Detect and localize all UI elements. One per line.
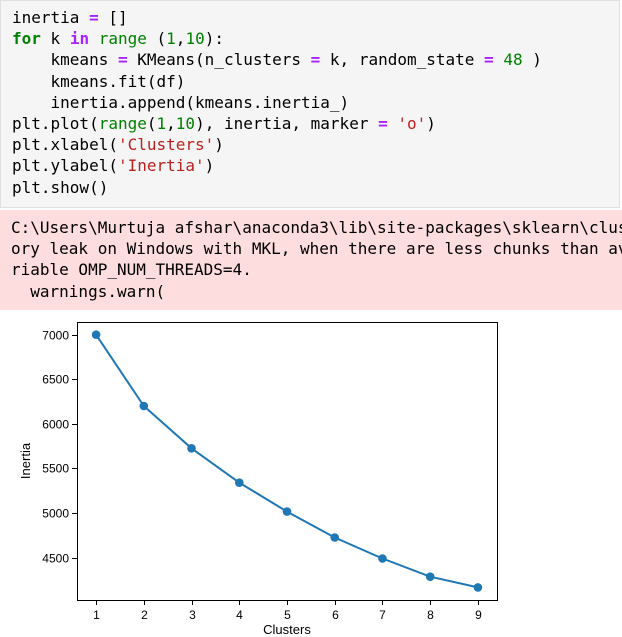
code-token: 'o': [397, 114, 427, 134]
code-token: plt.ylabel(: [12, 156, 118, 176]
code-token: [388, 114, 398, 133]
data-point: [378, 554, 387, 563]
y-tick-label: 5000: [42, 507, 69, 521]
code-token: 48: [503, 50, 523, 70]
x-tick-label: 7: [379, 608, 386, 622]
stderr-line: C:\Users\Murtuja afshar\anaconda3\lib\si…: [11, 218, 622, 237]
x-axis-label: Clusters: [263, 622, 311, 637]
code-token: =: [484, 50, 494, 70]
code-token: inertia.append(kmeans.inertia_): [12, 92, 350, 112]
x-tick-label: 6: [332, 608, 339, 622]
data-point: [187, 444, 196, 453]
x-tick-label: 4: [236, 608, 243, 622]
series-line-inertia: [95, 334, 479, 589]
code-editor[interactable]: inertia = [] for k in range (1,10): kmea…: [1, 1, 619, 198]
stderr-line: warnings.warn(: [11, 281, 166, 301]
code-line: kmeans.fit(df): [12, 71, 186, 91]
code-token: range: [98, 29, 147, 49]
code-line: for k in range (1,10):: [12, 29, 224, 48]
code-token: in: [69, 29, 90, 49]
code-token: k: [40, 29, 70, 49]
stderr-text: C:\Users\Murtuja afshar\anaconda3\lib\si…: [0, 210, 622, 302]
code-token: KMeans(n_clusters: [127, 50, 311, 70]
code-token: (: [146, 29, 167, 49]
code-line: plt.ylabel('Inertia'): [12, 156, 214, 175]
code-line: kmeans = KMeans(n_clusters = k, random_s…: [12, 50, 542, 69]
code-token: ): [204, 156, 215, 176]
code-token: ): [522, 50, 542, 70]
code-token: ): [214, 135, 224, 155]
code-token: 1: [156, 114, 167, 134]
code-token: 1: [166, 29, 176, 49]
code-token: 'Inertia': [117, 156, 205, 176]
code-token: plt.plot(: [12, 114, 99, 134]
stderr-line: riable OMP_NUM_THREADS=4.: [11, 260, 252, 280]
code-token: [89, 29, 99, 48]
code-token: []: [98, 8, 128, 27]
code-line: inertia = []: [12, 8, 128, 27]
code-line: plt.show(): [12, 178, 108, 197]
x-tick-label: 2: [141, 608, 148, 622]
data-point: [473, 583, 483, 592]
code-token: ,: [175, 29, 186, 49]
code-token: =: [310, 50, 321, 70]
x-tick-label: 1: [93, 608, 100, 622]
code-token: plt.xlabel(: [12, 135, 118, 155]
inertia-plot: 1 2 3 4 5 6 7 8 9 4500 5000 5500 6000 6500 7000 Cluste…: [18, 322, 498, 637]
x-tick-label: 9: [475, 608, 482, 622]
data-point: [330, 533, 340, 542]
code-token: plt.show(): [12, 177, 109, 197]
code-token: range: [98, 114, 147, 134]
code-line: inertia.append(kmeans.inertia_): [12, 92, 350, 112]
y-tick-label: 7000: [42, 329, 69, 343]
stderr-line: ory leak on Windows with MKL, when there…: [11, 239, 622, 259]
code-token: =: [378, 114, 388, 134]
stderr-output: C:\Users\Murtuja afshar\anaconda3\lib\si…: [0, 210, 622, 310]
code-token: (: [146, 114, 157, 134]
y-axis-label: Inertia: [18, 442, 33, 479]
data-point: [91, 330, 101, 339]
x-tick-label: 3: [189, 608, 196, 622]
y-tick-label: 6000: [42, 418, 69, 432]
code-token: k, random_state: [320, 50, 485, 70]
code-token: 10: [185, 29, 205, 49]
axis-ticks: 1 2 3 4 5 6 7 8 9 4500 5000 5500 6000 6500 7000: [42, 329, 482, 623]
data-point: [235, 478, 244, 487]
y-tick-label: 6500: [42, 373, 69, 387]
code-token: kmeans: [12, 50, 118, 70]
code-token: [494, 50, 504, 69]
x-tick-label: 5: [284, 608, 291, 622]
data-point: [425, 572, 435, 581]
code-line: plt.plot(range(1,10), inertia, marker = …: [12, 114, 436, 133]
code-token: ): [426, 114, 436, 134]
code-token: 10: [175, 114, 196, 134]
series-markers: [91, 330, 483, 592]
code-token: kmeans.fit(df): [12, 71, 186, 91]
y-tick-label: 5500: [42, 462, 69, 476]
data-point: [282, 507, 292, 516]
code-token: ,: [166, 114, 176, 134]
code-token: ):: [204, 29, 224, 49]
code-line: plt.xlabel('Clusters'): [12, 135, 224, 154]
code-token: =: [117, 50, 128, 70]
code-token: 'Clusters': [117, 135, 215, 155]
code-token: for: [12, 29, 41, 49]
data-point: [139, 401, 149, 411]
code-token: =: [89, 8, 99, 27]
axes-frame: [77, 322, 498, 601]
code-token: inertia: [12, 8, 90, 27]
code-cell[interactable]: inertia = [] for k in range (1,10): kmea…: [0, 0, 620, 208]
x-tick-label: 8: [427, 608, 434, 622]
y-tick-label: 4500: [42, 552, 69, 566]
code-token: ), inertia, marker: [195, 114, 379, 134]
